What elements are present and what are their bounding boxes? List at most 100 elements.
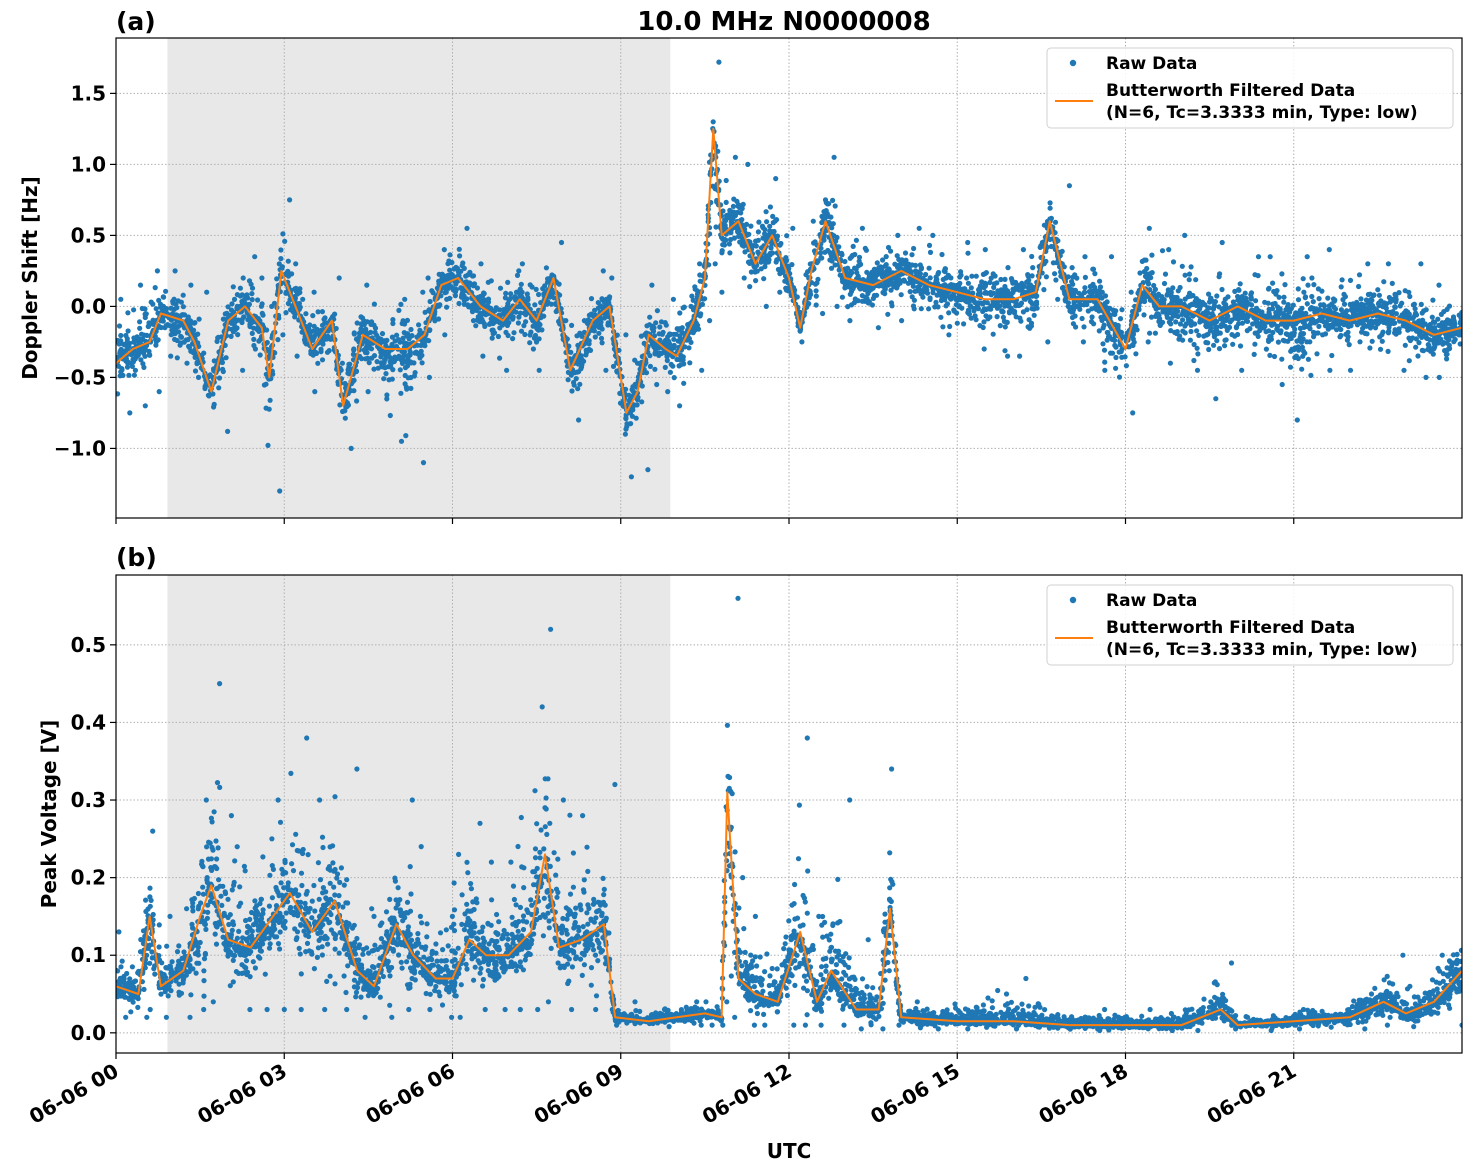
raw-data-point <box>1229 318 1234 323</box>
raw-data-point <box>161 295 166 300</box>
raw-data-point <box>647 315 652 320</box>
raw-data-point <box>188 283 193 288</box>
raw-data-point <box>1294 339 1299 344</box>
raw-data-point <box>919 306 924 311</box>
raw-data-point <box>390 321 395 326</box>
raw-data-point <box>264 406 269 411</box>
raw-data-point <box>948 296 953 301</box>
raw-data-point <box>928 250 933 255</box>
raw-data-point <box>593 334 598 339</box>
raw-data-point <box>1433 328 1438 333</box>
raw-data-point <box>998 277 1003 282</box>
raw-data-point <box>1364 331 1369 336</box>
raw-data-point <box>1212 322 1217 327</box>
raw-data-point <box>1081 324 1086 329</box>
raw-data-point <box>660 332 665 337</box>
raw-data-point <box>1344 308 1349 313</box>
raw-data-point <box>278 247 283 252</box>
raw-data-point <box>1418 261 1423 266</box>
raw-data-point <box>510 336 515 341</box>
raw-data-point <box>867 300 872 305</box>
raw-data-point <box>471 318 476 323</box>
raw-data-point <box>1315 330 1320 335</box>
raw-data-point <box>1320 332 1325 337</box>
raw-data-point <box>255 297 260 302</box>
raw-data-point <box>1183 313 1188 318</box>
raw-data-point <box>770 250 775 255</box>
raw-data-point <box>1172 295 1177 300</box>
raw-data-point <box>1235 298 1240 303</box>
raw-data-point <box>974 317 979 322</box>
raw-data-point <box>349 446 354 451</box>
raw-data-point <box>530 284 535 289</box>
raw-data-point <box>409 333 414 338</box>
raw-data-point <box>895 233 900 238</box>
raw-data-point <box>676 338 681 343</box>
raw-data-point <box>442 247 447 252</box>
chart-title: 10.0 MHz N0000008 <box>637 7 930 37</box>
raw-data-point <box>1305 283 1310 288</box>
raw-data-point <box>1041 287 1046 292</box>
raw-data-point <box>126 328 131 333</box>
raw-data-point <box>364 283 369 288</box>
raw-data-point <box>325 334 330 339</box>
raw-data-point <box>912 306 917 311</box>
raw-data-point <box>137 319 142 324</box>
raw-data-point <box>1230 342 1235 347</box>
raw-data-point <box>1432 344 1437 349</box>
raw-data-point <box>639 334 644 339</box>
raw-data-point <box>496 334 501 339</box>
raw-data-point <box>1113 345 1118 350</box>
raw-data-point <box>192 320 197 325</box>
raw-data-point <box>1051 260 1056 265</box>
raw-data-point <box>654 344 659 349</box>
raw-data-point <box>444 305 449 310</box>
raw-data-point <box>1192 321 1197 326</box>
raw-data-point <box>945 275 950 280</box>
raw-data-point <box>939 252 944 257</box>
raw-data-point <box>1268 254 1273 259</box>
raw-data-point <box>186 314 191 319</box>
raw-data-point <box>1386 330 1391 335</box>
raw-data-point <box>624 424 629 429</box>
raw-data-point <box>1416 340 1421 345</box>
raw-data-point <box>652 367 657 372</box>
raw-data-point <box>497 356 502 361</box>
raw-data-point <box>1364 297 1369 302</box>
raw-data-point <box>935 271 940 276</box>
raw-data-point <box>1183 273 1188 278</box>
raw-data-point <box>1018 319 1023 324</box>
raw-data-point <box>933 300 938 305</box>
raw-data-point <box>1308 322 1313 327</box>
raw-data-point <box>125 365 130 370</box>
y-tick-label: 1.5 <box>71 81 106 105</box>
raw-data-point <box>400 321 405 326</box>
raw-data-point <box>739 217 744 222</box>
raw-data-point <box>447 268 452 273</box>
raw-data-point <box>1349 304 1354 309</box>
raw-data-point <box>163 323 168 328</box>
raw-data-point <box>181 293 186 298</box>
raw-data-point <box>957 281 962 286</box>
raw-data-point <box>1327 247 1332 252</box>
raw-data-point <box>764 304 769 309</box>
raw-data-point <box>1170 285 1175 290</box>
raw-data-point <box>1034 299 1039 304</box>
raw-data-point <box>1370 339 1375 344</box>
raw-data-point <box>191 328 196 333</box>
raw-data-point <box>1047 237 1052 242</box>
raw-data-point <box>420 360 425 365</box>
raw-data-point <box>532 302 537 307</box>
raw-data-point <box>1377 293 1382 298</box>
raw-data-point <box>1012 310 1017 315</box>
raw-data-point <box>516 268 521 273</box>
raw-data-point <box>234 305 239 310</box>
raw-data-point <box>1437 375 1442 380</box>
legend-filtered-params: (N=6, Tc=3.3333 min, Type: low) <box>1106 103 1418 123</box>
legend-raw-label: Raw Data <box>1106 54 1197 74</box>
raw-data-point <box>479 297 484 302</box>
raw-data-point <box>1339 284 1344 289</box>
raw-data-point <box>1171 259 1176 264</box>
raw-data-point <box>247 302 252 307</box>
raw-data-point <box>310 338 315 343</box>
